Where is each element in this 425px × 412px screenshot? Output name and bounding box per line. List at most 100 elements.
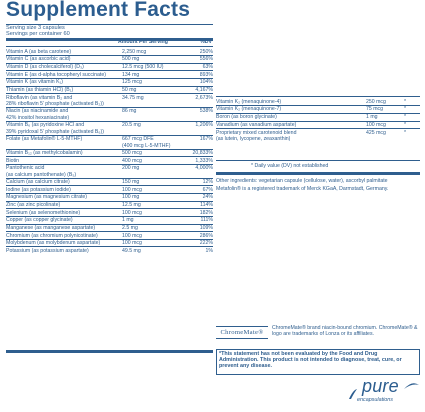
row-divider [6,223,213,225]
nutrient-dv: 20,833% [192,149,213,156]
nutrient-dv: 104% [199,79,213,86]
nutrient-amount: 500 mcg [122,149,142,156]
nutrient-name: Niacin (as niacinamide and 42% inositol h… [6,108,69,121]
nutrient-name: Potassium (as potassium aspartate) [6,248,89,254]
nutrient-row: Iodine (as potassium iodide) 100 mcg 67% [6,186,213,194]
nutrient-dv: * [403,114,406,121]
nutrient-row: Potassium (as potassium aspartate) 49.5 m… [6,247,213,255]
nutrient-amount: 12.5 mcg (500 IU) [122,64,164,71]
nutrient-amount: 100 mg [122,194,140,201]
nutrient-dv: 1% [205,247,214,254]
row-divider [6,93,213,94]
nutrient-amount: 12.5 mg [122,201,141,208]
row-divider [216,128,420,129]
metafolin-note: Metafolin® is a registered trademark of … [216,186,389,192]
row-divider [6,215,213,217]
nutrient-name: Copper (as copper glycinate) [6,217,73,223]
logo-swoosh-icon [349,389,357,399]
nutrient-row: Vitamin K (as vitamin K₁) 125 mcg 104% [6,79,213,87]
nutrient-name: Biotin [6,158,19,164]
row-divider [216,105,420,106]
nutrient-dv: 114% [200,201,213,208]
nutrient-name-line: Vanadium (as vanadium aspartate) [216,121,297,128]
nutrient-amount: 34.75 mg [122,94,144,101]
nutrient-amount: 667 mcg DFE (400 mcg L-5-MTHF) [122,136,170,149]
left-nutrient-table: Vitamin A (as beta carotene) 2,250 mcg 250… [6,48,213,348]
nutrient-dv: 538% [199,108,213,115]
title-rule [6,24,213,25]
right-nutrient-table: Vitamin K₂ (menaquinone-4) 250 mcg * Vitami… [216,98,420,168]
servings-per-container: Servings per container 60 [6,31,70,37]
nutrient-row: Thiamin (as thiamin HCl) (B₁) 50 mg 4,167% [6,86,213,94]
row-divider [6,55,213,56]
nutrient-name-line: 39% pyridoxal 5’ phosphate (activated B₆… [6,128,104,135]
nutrient-name: Vitamin D (as cholecalciferol) (D₃) [6,64,84,70]
nutrient-name-line: Chromium (as chromium polynicotinate) [6,232,98,239]
nutrient-name: Vanadium (as vanadium aspartate) [216,122,296,128]
nutrient-dv: 1,333% [195,157,213,164]
nutrient-name-line: Vitamin D (as cholecalciferol) (D₃) [6,64,84,71]
nutrient-name-line: (as lutein, lycopene, zeaxanthin) [216,136,291,142]
nutrient-name: Manganese (as manganese aspartate) [6,225,95,231]
nutrient-name-line: Vitamin E (as d-alpha tocopheryl succina… [6,71,106,78]
nutrient-row: Vitamin K₂ (menaquinone-4) 250 mcg * [216,98,420,106]
nutrient-name-line: Proprietary mixed carotenoid blend [216,129,297,136]
nutrient-name-line: Boron (as boron glycinate) [216,114,277,121]
nutrient-dv: 893% [199,71,213,78]
header-rule [6,46,213,47]
nutrient-name-line: Vitamin B₆ (as pyridoxine HCl and [6,122,85,129]
nutrient-name: Selenium (as selenomethionine) [6,210,80,216]
right-thick-rule [216,172,420,175]
nutrient-name: Vitamin A (as beta carotene) [6,49,71,55]
nutrient-name-line: Thiamin (as thiamin HCl) (B₁) [6,87,74,94]
nutrient-dv: 109% [199,224,213,231]
nutrient-name: Vitamin K₂ (menaquinone-4) [216,99,281,105]
nutrient-row: Calcium (as calcium citrate) 150 mg 12% [6,178,213,186]
row-divider [6,85,213,87]
nutrient-row: Vitamin B₆ (as pyridoxine HCl and 39% pyr… [6,122,213,136]
nutrient-row: Vitamin A (as beta carotene) 2,250 mcg 250… [6,48,213,56]
row-divider [6,62,213,64]
nutrient-dv: 167% [199,136,213,143]
logo-arc-icon [404,383,419,389]
row-divider [6,163,213,165]
thick-rule [6,38,213,41]
nutrient-dv: 67% [202,186,213,193]
nutrient-name: Proprietary mixed carotenoid blend (as lu… [216,130,296,143]
row-divider [6,238,213,240]
nutrient-row: Proprietary mixed carotenoid blend (as lu… [216,129,420,143]
nutrient-name-line: Manganese (as manganese aspartate) [6,224,96,231]
nutrient-amount: 2,250 mcg [122,48,147,55]
nutrient-name-line: Vitamin K₂ (menaquinone-4) [216,98,282,105]
row-divider [6,200,213,202]
nutrient-row: Folate (as Metafolin® L-5-MTHF) 667 mcg D… [6,135,213,149]
nutrient-row: Niacin (as niacinamide and 42% inositol h… [6,108,213,122]
daily-value-note: * Daily value (DV) not established [251,163,329,169]
chromemate-logo: ChromeMate® [216,326,268,339]
nutrient-name: Chromium (as chromium polynicotinate) [6,233,98,239]
nutrient-dv: 4,167% [195,87,213,94]
row-divider [6,148,213,150]
nutrient-name: Vitamin K₂ (menaquinone-7) [216,106,281,112]
nutrient-amount: 2.5 mg [122,224,138,231]
nutrient-amount-line: (400 mcg L-5-MTHF) [122,142,171,149]
nutrient-amount: 100 mcg [366,121,386,128]
nutrient-row: Vitamin C (as ascorbic acid) 500 mg 556% [6,56,213,64]
nutrient-dv: 24% [202,194,213,201]
row-divider [6,192,213,194]
amount-header: Amount Per Serving [118,39,168,45]
nutrient-dv: 2,673% [195,94,213,101]
nutrient-name: Pantothenic acid (as calcium pantothenate… [6,165,76,178]
nutrient-amount: 50 mg [122,87,137,94]
nutrient-name-line: Niacin (as niacinamide and [6,108,69,115]
fda-statement: *This statement has not been evaluated b… [216,349,420,375]
nutrient-name-line: Calcium (as calcium citrate) [6,178,70,185]
row-divider [6,134,213,136]
nutrient-dv: 182% [199,209,213,216]
nutrient-amount: 100 mcg [122,209,142,216]
nutrient-row: Selenium (as selenomethionine) 100 mcg 182… [6,209,213,217]
nutrient-dv: 250% [199,48,213,55]
nutrient-name-line: Selenium (as selenomethionine) [6,209,81,216]
nutrient-amount: 86 mg [122,108,137,115]
